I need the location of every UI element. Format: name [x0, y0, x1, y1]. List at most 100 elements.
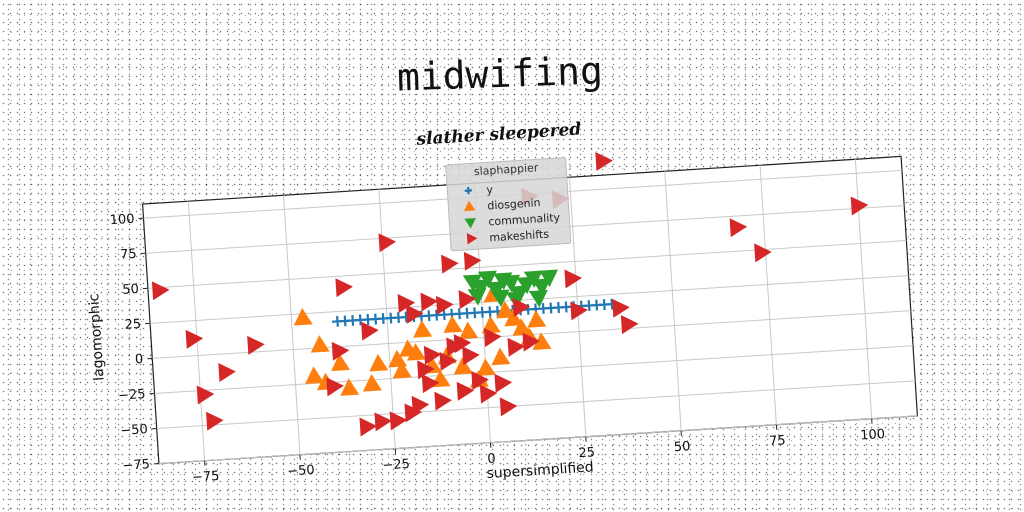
- x-tick-label: 25: [578, 445, 595, 461]
- x-gridline: [187, 201, 206, 461]
- point-makeshifts: [499, 397, 518, 417]
- point-diosgenin: [362, 374, 382, 392]
- y-axis-label: lagomorphic: [86, 293, 107, 381]
- point-makeshifts: [729, 218, 748, 238]
- point-diosgenin: [340, 378, 360, 396]
- legend: slaphappier ydiosgenincommunalitymakeshi…: [445, 157, 572, 252]
- point-communality: [490, 289, 510, 308]
- legend-label: y: [486, 183, 494, 196]
- x-tick-label: −75: [192, 469, 220, 486]
- point-diosgenin: [532, 332, 552, 350]
- point-diosgenin: [491, 347, 511, 366]
- point-diosgenin: [453, 357, 473, 375]
- data-marks: [151, 152, 869, 437]
- point-makeshifts: [397, 294, 416, 313]
- y-tick-label: 75: [120, 247, 137, 263]
- y-tick-label: −50: [120, 422, 148, 439]
- x-tick-label: 50: [673, 439, 690, 455]
- point-makeshifts: [331, 341, 350, 361]
- point-makeshifts: [850, 196, 869, 216]
- point-communality: [477, 270, 497, 289]
- tick-labels: −75 −50 −25 0 25 50 75 100 −75 −50 −25 0 25 50 75 100: [109, 212, 885, 486]
- x-tick-label: −50: [287, 463, 315, 480]
- x-gridline: [664, 171, 682, 431]
- point-makeshifts: [456, 381, 475, 401]
- point-diosgenin: [369, 353, 389, 372]
- point-makeshifts: [423, 345, 442, 365]
- legend-marker-makeshifts: [466, 233, 478, 245]
- y-gridline: [154, 345, 914, 394]
- point-makeshifts: [564, 269, 583, 289]
- point-makeshifts: [405, 304, 424, 324]
- legend-box: [445, 157, 572, 252]
- legend-label: diosgenin: [487, 196, 541, 212]
- x-tick-label: 0: [487, 451, 496, 466]
- y-tick-label: 0: [135, 352, 144, 367]
- point-makeshifts: [247, 335, 265, 355]
- legend-label: communality: [488, 211, 561, 229]
- y-tick-label: 100: [109, 212, 135, 229]
- legend-title: slaphappier: [474, 161, 540, 178]
- point-makeshifts: [389, 411, 408, 431]
- point-makeshifts: [417, 360, 435, 380]
- point-makeshifts: [206, 411, 224, 431]
- point-makeshifts: [378, 233, 397, 253]
- point-makeshifts: [335, 278, 353, 298]
- point-communality: [462, 274, 482, 292]
- point-makeshifts: [439, 351, 458, 371]
- point-diosgenin: [305, 366, 325, 384]
- point-diosgenin: [331, 353, 351, 372]
- point-communality: [467, 288, 487, 306]
- point-diosgenin: [512, 318, 532, 336]
- point-makeshifts: [483, 328, 502, 347]
- legend-marker-diosgenin: [463, 200, 476, 212]
- point-makeshifts: [359, 417, 378, 437]
- x-gridline: [759, 165, 777, 425]
- point-makeshifts: [754, 243, 772, 263]
- point-makeshifts: [374, 412, 393, 432]
- point-diosgenin: [459, 321, 479, 340]
- point-makeshifts: [595, 152, 613, 171]
- point-makeshifts: [421, 374, 440, 394]
- point-makeshifts: [411, 395, 430, 415]
- point-communality: [470, 279, 490, 298]
- point-diosgenin: [481, 315, 501, 334]
- point-diosgenin: [293, 307, 313, 326]
- y-gridline: [156, 380, 916, 430]
- point-makeshifts: [462, 346, 480, 366]
- y-gridline: [147, 240, 907, 289]
- point-makeshifts: [361, 321, 379, 341]
- point-makeshifts: [620, 315, 639, 335]
- point-makeshifts: [185, 329, 204, 349]
- point-makeshifts: [479, 384, 498, 404]
- legend-marker-y: [464, 186, 473, 195]
- point-communality: [501, 274, 521, 293]
- y-tick-label: 25: [124, 317, 141, 333]
- point-diosgenin: [310, 335, 330, 353]
- point-diosgenin: [413, 320, 433, 338]
- point-communality: [531, 278, 551, 296]
- legend-marker-communality: [464, 218, 476, 229]
- point-makeshifts: [435, 295, 454, 315]
- point-makeshifts: [612, 298, 630, 318]
- point-makeshifts: [326, 377, 344, 397]
- legend-label: makeshifts: [489, 228, 550, 245]
- point-makeshifts: [434, 391, 452, 411]
- y-tick-label: −25: [118, 387, 146, 404]
- point-makeshifts: [453, 334, 472, 354]
- point-communality: [528, 289, 548, 308]
- y-gridline: [158, 415, 918, 465]
- y-tick-label: −75: [122, 457, 150, 474]
- point-makeshifts: [463, 251, 482, 271]
- point-makeshifts: [494, 373, 513, 393]
- point-communality: [523, 270, 543, 289]
- point-makeshifts: [458, 290, 477, 310]
- point-makeshifts: [570, 301, 588, 321]
- x-tick-label: 75: [769, 433, 786, 449]
- point-makeshifts: [512, 298, 531, 318]
- point-diosgenin: [504, 308, 524, 327]
- x-gridline: [283, 195, 301, 455]
- point-makeshifts: [507, 337, 526, 357]
- point-makeshifts: [196, 385, 215, 405]
